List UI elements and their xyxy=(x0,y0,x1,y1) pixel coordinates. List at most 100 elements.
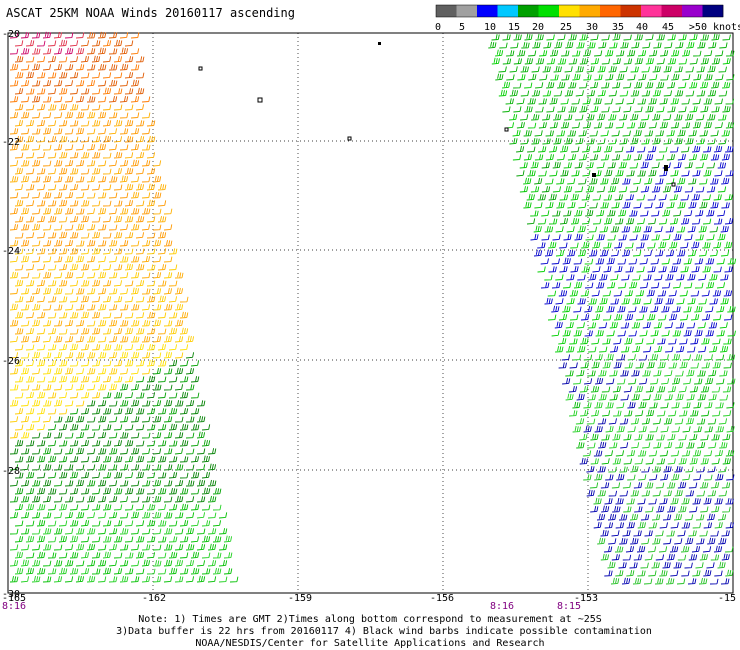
wind-barb xyxy=(594,50,603,57)
wind-barb xyxy=(661,378,670,385)
wind-barb xyxy=(595,282,605,289)
wind-barb xyxy=(14,408,24,415)
wind-barb xyxy=(610,226,620,233)
wind-barb xyxy=(69,152,79,159)
wind-barb xyxy=(604,450,614,457)
wind-barb xyxy=(706,162,716,169)
wind-barb xyxy=(157,312,167,319)
wind-barb xyxy=(113,104,123,111)
wind-barb xyxy=(674,114,683,121)
wind-barb xyxy=(652,537,661,545)
wind-barb xyxy=(685,466,694,473)
wind-barb xyxy=(152,304,162,311)
wind-barb xyxy=(97,256,107,263)
wind-barb xyxy=(566,346,575,353)
wind-barb xyxy=(593,521,602,529)
wind-barb xyxy=(174,480,184,487)
wind-barb xyxy=(612,33,621,41)
wind-barb xyxy=(720,345,729,353)
wind-barb xyxy=(124,199,134,207)
wind-barb xyxy=(174,352,184,359)
wind-barb xyxy=(64,255,74,263)
wind-barb xyxy=(659,98,668,105)
wind-barb xyxy=(141,224,151,231)
wind-barb xyxy=(577,225,586,233)
wind-barb xyxy=(86,464,96,471)
wind-barb xyxy=(174,448,184,455)
wind-barb xyxy=(135,455,145,463)
wind-barb xyxy=(146,456,156,463)
wind-barb xyxy=(642,370,651,377)
wind-barb xyxy=(568,33,577,41)
wind-barb xyxy=(711,506,720,513)
wind-barb xyxy=(75,144,85,151)
wind-barb xyxy=(108,400,118,407)
wind-barb xyxy=(645,434,654,441)
wind-barb xyxy=(130,256,140,263)
wind-barb xyxy=(615,122,625,129)
wind-barb xyxy=(86,288,96,295)
wind-barb xyxy=(130,480,140,487)
wind-barb xyxy=(91,88,101,95)
wind-barb xyxy=(723,289,733,297)
wind-barb xyxy=(549,122,558,129)
wind-barb xyxy=(31,575,41,583)
wind-barb xyxy=(614,546,624,553)
map-title: ASCAT 25KM NOAA Winds 20160117 ascending xyxy=(6,6,295,20)
wind-barb xyxy=(201,568,211,575)
wind-barb xyxy=(612,82,621,89)
wind-barb xyxy=(636,545,646,553)
wind-barb xyxy=(545,130,554,137)
wind-barb xyxy=(108,512,118,519)
wind-barb xyxy=(196,464,206,471)
wind-barb xyxy=(31,144,41,151)
wind-barb xyxy=(574,186,584,193)
wind-barb xyxy=(628,281,638,289)
wind-barb xyxy=(14,119,24,127)
wind-barb xyxy=(141,288,151,295)
wind-barb xyxy=(86,64,96,71)
wind-barb xyxy=(64,32,74,39)
wind-barb xyxy=(9,192,19,199)
wind-barb xyxy=(174,464,184,471)
wind-barb xyxy=(723,338,732,345)
wind-barb xyxy=(91,136,101,143)
wind-barb xyxy=(185,496,195,503)
wind-barb xyxy=(670,122,680,129)
wind-barb xyxy=(533,249,543,257)
wind-barb xyxy=(656,106,665,113)
wind-barb xyxy=(634,506,643,513)
wind-barb xyxy=(9,80,19,87)
wind-barb xyxy=(725,170,734,177)
wind-barb xyxy=(545,201,554,209)
wind-barb xyxy=(75,64,85,71)
wind-barb xyxy=(655,130,664,137)
wind-barb xyxy=(652,137,661,145)
wind-barb xyxy=(25,152,35,159)
wind-barb xyxy=(643,250,653,257)
wind-barb xyxy=(201,471,211,479)
wind-barb xyxy=(190,551,200,559)
wind-barb xyxy=(36,279,46,287)
wind-barb xyxy=(36,264,46,271)
island xyxy=(592,173,596,177)
wind-barb xyxy=(725,146,734,153)
wind-barb xyxy=(696,114,705,121)
wind-barb xyxy=(560,169,569,177)
wind-barb xyxy=(521,42,530,49)
wind-barb xyxy=(524,33,533,41)
wind-barb xyxy=(640,562,649,569)
wind-barb xyxy=(491,57,500,65)
wind-barb xyxy=(710,482,720,489)
wind-barb xyxy=(642,42,651,49)
wind-barb xyxy=(64,432,74,439)
wind-barb xyxy=(36,359,46,367)
wind-barb xyxy=(637,98,647,105)
wind-barb xyxy=(635,338,644,345)
wind-barb xyxy=(675,370,684,377)
wind-barb xyxy=(75,511,85,519)
wind-barb xyxy=(633,482,643,489)
wind-barb xyxy=(146,488,156,495)
wind-barb xyxy=(135,312,145,319)
wind-barb xyxy=(20,576,30,583)
